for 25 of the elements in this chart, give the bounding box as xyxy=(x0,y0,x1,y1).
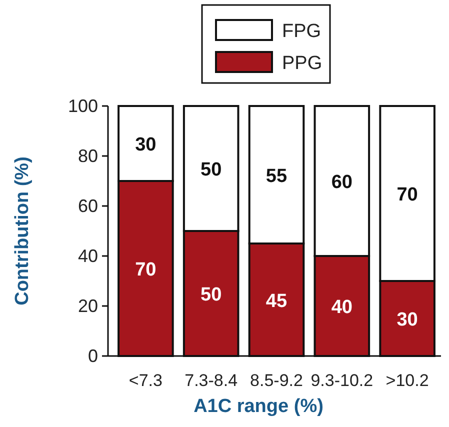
data-label: 70 xyxy=(135,260,156,280)
y-tick-label: 20 xyxy=(78,296,98,316)
y-tick-label: 100 xyxy=(68,96,98,116)
y-tick-label: 0 xyxy=(88,346,98,366)
y-tick-label: 40 xyxy=(78,246,98,266)
data-label: 40 xyxy=(331,297,352,318)
y-tick-label: 80 xyxy=(78,146,98,166)
data-label: 70 xyxy=(396,184,418,206)
data-label: 60 xyxy=(331,172,352,193)
data-label: 30 xyxy=(135,134,156,156)
legend-label: FPG xyxy=(282,21,322,42)
data-label: 30 xyxy=(396,310,418,330)
y-axis-title: Contribution (%) xyxy=(12,156,33,306)
x-axis-title: A1C range (%) xyxy=(194,396,324,417)
data-label: 45 xyxy=(266,290,288,312)
x-tick-label: <7.3 xyxy=(128,371,162,390)
x-tick-label: 7.3-8.4 xyxy=(184,371,238,390)
y-tick-label: 60 xyxy=(78,196,98,216)
data-label: 50 xyxy=(200,160,222,180)
legend-label: PPG xyxy=(282,53,322,74)
data-label: 55 xyxy=(266,166,288,187)
data-label: 50 xyxy=(200,284,222,306)
x-tick-label: >10.2 xyxy=(386,371,429,390)
x-tick-label: 8.5-9.2 xyxy=(250,371,303,390)
x-tick-label: 9.3-10.2 xyxy=(310,371,374,390)
